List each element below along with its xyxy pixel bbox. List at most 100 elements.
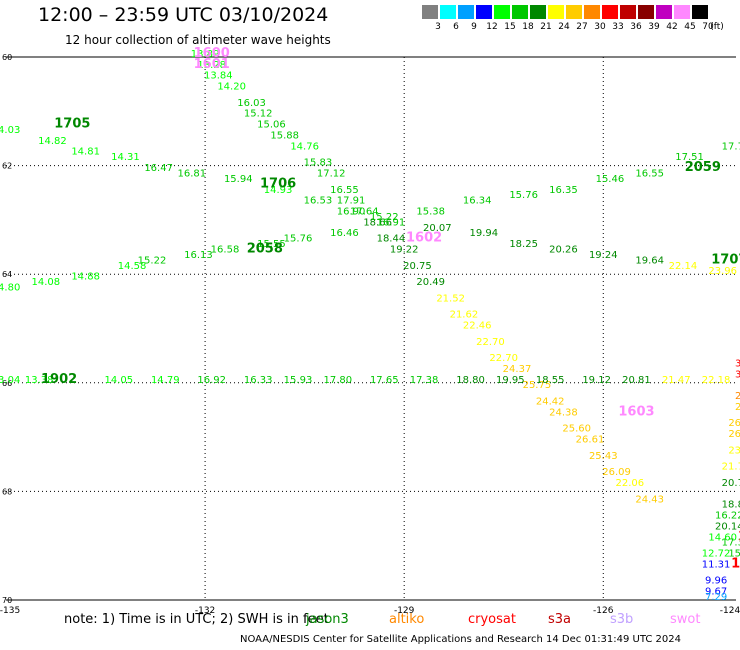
swh-point-label: 26.61 (576, 435, 605, 446)
swh-point-label: 16.55 (330, 185, 359, 196)
swh-point-label: 19.94 (469, 228, 498, 239)
swh-point-label: 20.49 (416, 277, 445, 288)
swh-point-label: 17.65 (370, 375, 399, 386)
legend-unit: (ft) (710, 22, 724, 32)
swh-point-label: 15.06 (257, 120, 286, 131)
swh-point-label: 16.46 (330, 228, 359, 239)
swh-point-label: 13.38 (25, 375, 54, 386)
time-label: 1601 (194, 57, 230, 72)
swh-point-label: 15.83 (304, 158, 333, 169)
swh-point-label: 16.33 (244, 375, 273, 386)
swh-point-label: 25.60 (562, 424, 591, 435)
swh-point-label: 13.28 (197, 60, 226, 71)
swh-point-label: 14.81 (71, 147, 100, 158)
x-tick-label: -135 (0, 606, 20, 616)
swh-point-label: 16.58 (211, 244, 240, 255)
swh-point-label: 13.84 (204, 71, 233, 82)
swh-point-label: 24.43 (635, 494, 664, 505)
swh-point-label: 16.53 (304, 196, 333, 207)
swh-point-label: 15.94 (224, 174, 253, 185)
credit-line: NOAA/NESDIS Center for Satellite Applica… (240, 634, 682, 645)
swh-point-label: 22.70 (489, 353, 518, 364)
swh-point-label: 15.55 (257, 239, 286, 250)
legend-label: 70 (702, 22, 714, 32)
swh-point-label: 17.64 (350, 206, 379, 217)
swh-point-label: 17.51 (675, 152, 704, 163)
swh-point-label: 16.92 (197, 375, 226, 386)
legend-label: 6 (453, 22, 459, 32)
swh-point-label: 30.07 (735, 359, 740, 370)
y-tick-label: 64 (2, 270, 12, 279)
footnote-note: note: 1) Time is in UTC; 2) SWH is in fe… (64, 612, 329, 627)
legend-label: 9 (471, 22, 477, 32)
swh-point-label: 22.06 (615, 478, 644, 489)
legend-swatch (602, 5, 618, 19)
swh-point-label: 23.96 (708, 266, 737, 277)
swh-point-label: 20.14 (715, 521, 740, 532)
legend-label: 12 (486, 22, 498, 32)
satellite-label: altiko (389, 612, 425, 627)
swh-point-label: 17.37 (722, 538, 740, 549)
swh-point-label: 19.95 (496, 375, 525, 386)
legend-label: 30 (594, 22, 606, 32)
time-label: 1344 (731, 556, 740, 571)
grid-lines (6, 56, 736, 601)
swh-point-label: 22.70 (476, 337, 505, 348)
legend-label: 15 (504, 22, 516, 32)
swh-point-label: 18.66 (363, 217, 392, 228)
swh-point-label: 16.35 (549, 185, 578, 196)
swh-point-label: 16.81 (177, 168, 206, 179)
legend-swatch (620, 5, 636, 19)
legend-label: 24 (558, 22, 570, 32)
swh-point-label: 14.88 (71, 272, 100, 283)
swh-point-label: 20.81 (622, 375, 651, 386)
satellite-label: swot (670, 612, 701, 627)
swh-point-label: 18.55 (536, 375, 565, 386)
legend-swatch (692, 5, 708, 19)
swh-point-label: 27.07 (735, 391, 740, 402)
swh-point-label: 16.03 (237, 98, 266, 109)
legend-label: 18 (522, 22, 534, 32)
time-label: 2059 (685, 160, 721, 175)
legend-label: 42 (666, 22, 678, 32)
swh-point-label: 15.76 (284, 234, 313, 245)
swh-point-label: 16.22 (715, 511, 740, 522)
x-tick-label: -132 (195, 606, 215, 616)
y-tick-label: 68 (2, 487, 12, 496)
swh-point-label: 19.12 (582, 375, 611, 386)
swh-point-label: 30.91 (735, 369, 740, 380)
swh-point-label: 26.09 (602, 467, 631, 478)
swh-point-label: 15.22 (138, 255, 167, 266)
swh-point-label: 16.13 (184, 250, 213, 261)
legend-label: 33 (612, 22, 624, 32)
legend-swatch (584, 5, 600, 19)
swh-point-label: 21.47 (662, 375, 691, 386)
swh-point-label: 15.46 (596, 174, 625, 185)
swh-point-label: 25.75 (523, 380, 552, 391)
legend-swatch (530, 5, 546, 19)
legend-swatch (440, 5, 456, 19)
swh-point-label: 21.62 (450, 310, 479, 321)
swh-point-label: 24.37 (503, 364, 532, 375)
x-tick-label: -124 (720, 606, 740, 616)
satellite-label: jason3 (306, 612, 349, 627)
swh-point-label: 18.25 (509, 239, 538, 250)
swh-point-label: 17.12 (317, 168, 346, 179)
swh-point-label: 14.82 (38, 136, 67, 147)
swh-point-label: 22.14 (669, 261, 698, 272)
swh-point-label: 19.24 (589, 250, 618, 261)
swh-point-label: 16.47 (144, 163, 173, 174)
time-label: 1344 (738, 529, 740, 544)
swh-point-label: 19.64 (635, 255, 664, 266)
swh-point-label: 14.08 (31, 277, 60, 288)
swh-point-label: 20.75 (403, 261, 432, 272)
swh-point-label: 25.43 (589, 451, 618, 462)
swh-point-label: 17.91 (337, 196, 366, 207)
time-label: 1707 (711, 252, 740, 267)
legend-swatch (656, 5, 672, 19)
swh-point-label: 16.90 (337, 206, 366, 217)
swh-point-label: 21.52 (436, 293, 465, 304)
swh-point-label: 7.29 (705, 592, 727, 603)
swh-point-label: 14.80 (0, 282, 20, 293)
swh-point-label: 19.22 (390, 244, 419, 255)
